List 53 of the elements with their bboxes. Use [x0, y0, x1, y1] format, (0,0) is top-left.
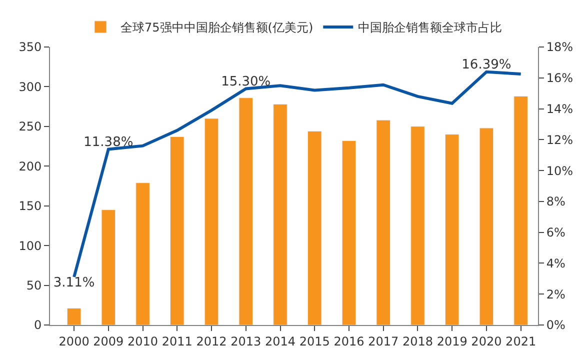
y-tick-label: 350 [18, 40, 42, 54]
bar [308, 130, 322, 325]
y2-tick-label: 0% [546, 318, 566, 332]
bar [204, 118, 219, 325]
bar [101, 210, 116, 325]
y2-tick-label: 4% [546, 256, 566, 270]
x-tick-label: 2011 [162, 334, 192, 348]
y2-tick-label: 2% [546, 287, 566, 302]
x-tick-label: 2013 [230, 334, 262, 348]
y2-tick-label: 10% [546, 164, 574, 178]
x-tick-label: 2017 [368, 334, 399, 348]
y2-tick-label: 18% [546, 40, 574, 54]
y2-tick-label: 16% [546, 71, 574, 86]
bar [273, 104, 288, 325]
bar [66, 308, 82, 325]
bar [479, 128, 494, 325]
x-tick-label: 2009 [93, 334, 124, 348]
bar [238, 98, 254, 325]
y-tick-label: 250 [18, 120, 42, 134]
bar [136, 182, 150, 325]
y2-tick-label: 6% [546, 226, 566, 240]
bar [342, 140, 356, 325]
data-label: 16.39% [462, 58, 512, 73]
data-label: 15.30% [221, 74, 271, 90]
y2-tick-label: 12% [546, 132, 574, 147]
y-tick-label: 100 [18, 238, 42, 253]
x-tick-label: 2020 [471, 334, 502, 348]
bar [444, 134, 460, 325]
x-tick-label: 2018 [402, 334, 433, 348]
x-tick-label: 2016 [334, 334, 364, 348]
x-tick-label: 2015 [299, 334, 330, 348]
y-tick-label: 200 [18, 159, 42, 174]
legend-label: 中国胎企销售额全球市占比 [358, 20, 502, 35]
data-label: 3.11% [53, 276, 95, 291]
data-label: 11.38% [84, 134, 134, 150]
line-series [72, 70, 522, 278]
x-tick-label: 2021 [506, 334, 536, 348]
x-tick-label: 2000 [58, 334, 90, 348]
bar [376, 120, 390, 325]
bar [410, 126, 425, 325]
x-tick-label: 2014 [264, 334, 296, 348]
x-tick-label: 2010 [128, 334, 158, 348]
x-tick-label: 2019 [436, 334, 468, 348]
legend-label: 全球75强中中国胎企销售额(亿美元) [120, 20, 314, 35]
y2-tick-label: 14% [546, 102, 574, 116]
bar [514, 96, 528, 325]
bar [170, 136, 184, 325]
y-tick-label: 300 [18, 80, 42, 94]
x-tick-label: 2012 [196, 334, 227, 348]
y2-tick-label: 8% [546, 194, 566, 209]
y-tick-label: 0 [34, 318, 42, 332]
y-tick-label: 50 [26, 278, 42, 292]
y-tick-label: 150 [18, 199, 42, 214]
